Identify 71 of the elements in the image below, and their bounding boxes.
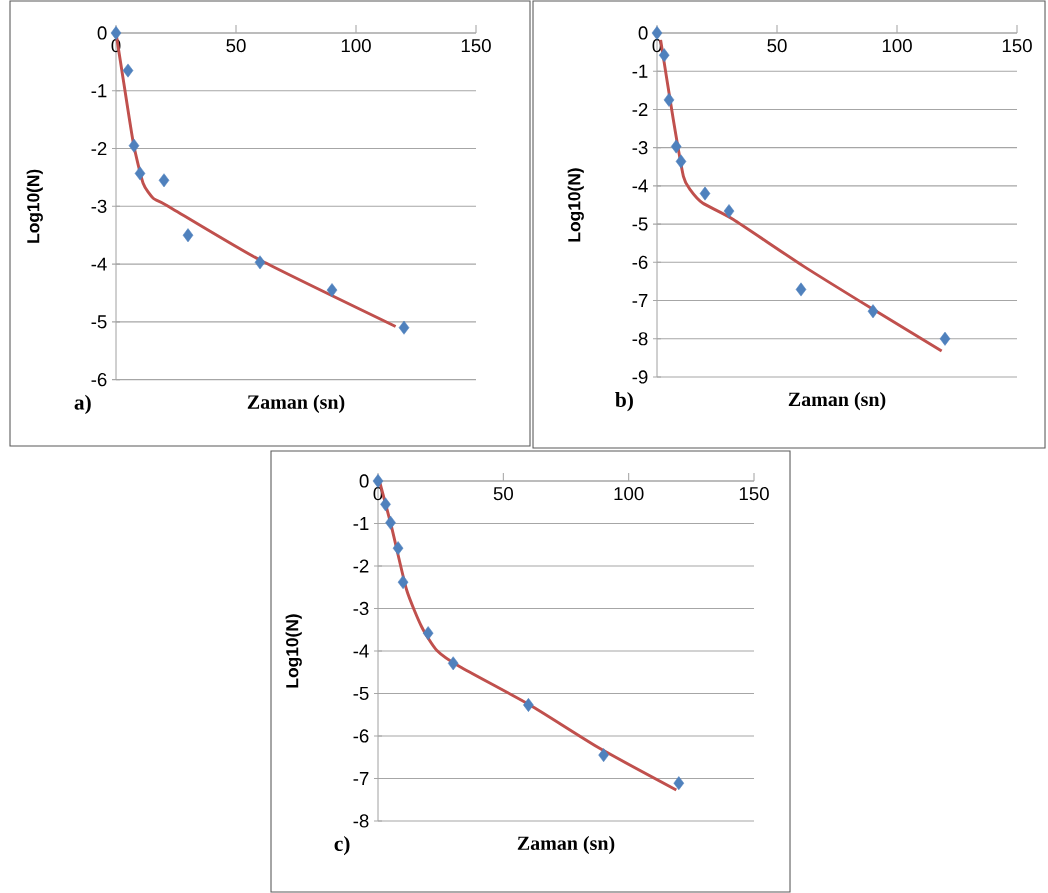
x-axis-title: Zaman (sn)	[247, 394, 345, 413]
y-tick-label: -5	[353, 686, 369, 701]
point	[651, 26, 663, 40]
text: a)	[74, 394, 91, 415]
x-tick-label: 50	[767, 39, 787, 53]
y-tick-label: -6	[353, 729, 369, 743]
y-tick-label: -6	[632, 255, 648, 269]
point	[134, 166, 146, 181]
point	[939, 331, 951, 346]
point	[447, 656, 459, 671]
y-tick-label: -3	[91, 199, 107, 213]
y-tick-label: -4	[632, 179, 648, 193]
point	[128, 138, 140, 153]
y-tick-label: -2	[353, 559, 369, 573]
y-tick-label: 0	[359, 474, 369, 488]
point	[326, 283, 338, 298]
point	[523, 698, 534, 712]
text: c)	[334, 835, 350, 856]
y-axis-title: Log10(N)	[26, 169, 43, 243]
point	[110, 26, 122, 40]
y-tick-label: -4	[91, 257, 107, 271]
point	[670, 139, 682, 154]
y-tick-label: -6	[91, 373, 107, 387]
y-tick-label: -5	[632, 217, 648, 231]
point	[598, 748, 609, 763]
point	[867, 304, 879, 319]
point	[372, 474, 384, 488]
x-tick-label: 100	[882, 39, 912, 53]
y-tick-label: -9	[632, 370, 648, 384]
y-tick-label: -7	[632, 294, 648, 307]
point	[397, 575, 409, 590]
y-tick-label: -1	[632, 64, 648, 78]
x-tick-label: 150	[1002, 39, 1032, 53]
y-tick-label: -7	[353, 772, 369, 785]
point	[158, 173, 170, 188]
x-tick-label: 50	[226, 39, 246, 53]
point	[385, 515, 396, 530]
y-tick-label: 0	[638, 26, 648, 40]
point	[663, 92, 675, 107]
x-tick-label: 150	[739, 487, 769, 501]
y-axis-title: Log10(N)	[567, 168, 584, 242]
y-tick-label: -3	[353, 601, 369, 616]
y-tick-label: -1	[91, 84, 107, 98]
y-tick-label: 0	[97, 26, 107, 40]
x-tick-label: 100	[614, 487, 644, 501]
text: b)	[615, 392, 633, 412]
y-tick-label: -2	[632, 102, 648, 116]
point	[422, 626, 434, 641]
point	[392, 541, 404, 556]
y-axis-title: Log10(N)	[285, 614, 302, 688]
y-tick-label: -5	[91, 315, 107, 329]
point	[182, 228, 194, 243]
x-axis-title: Zaman (sn)	[517, 835, 615, 855]
point	[398, 320, 410, 335]
point	[795, 282, 807, 297]
point	[699, 186, 711, 201]
point	[122, 63, 134, 78]
point	[254, 255, 266, 270]
y-tick-label: -8	[353, 814, 369, 828]
y-tick-label: -4	[353, 644, 369, 658]
point	[723, 204, 735, 219]
x-axis-title: Zaman (sn)	[788, 392, 886, 411]
y-tick-label: -8	[632, 332, 648, 346]
y-tick-label: -3	[632, 141, 648, 155]
y-tick-label: -1	[353, 517, 369, 530]
point	[675, 154, 687, 169]
point	[673, 776, 685, 791]
x-tick-label: 150	[461, 39, 491, 53]
y-tick-label: -2	[91, 142, 107, 156]
x-tick-label: 100	[341, 39, 371, 53]
x-tick-label: 50	[493, 487, 513, 501]
